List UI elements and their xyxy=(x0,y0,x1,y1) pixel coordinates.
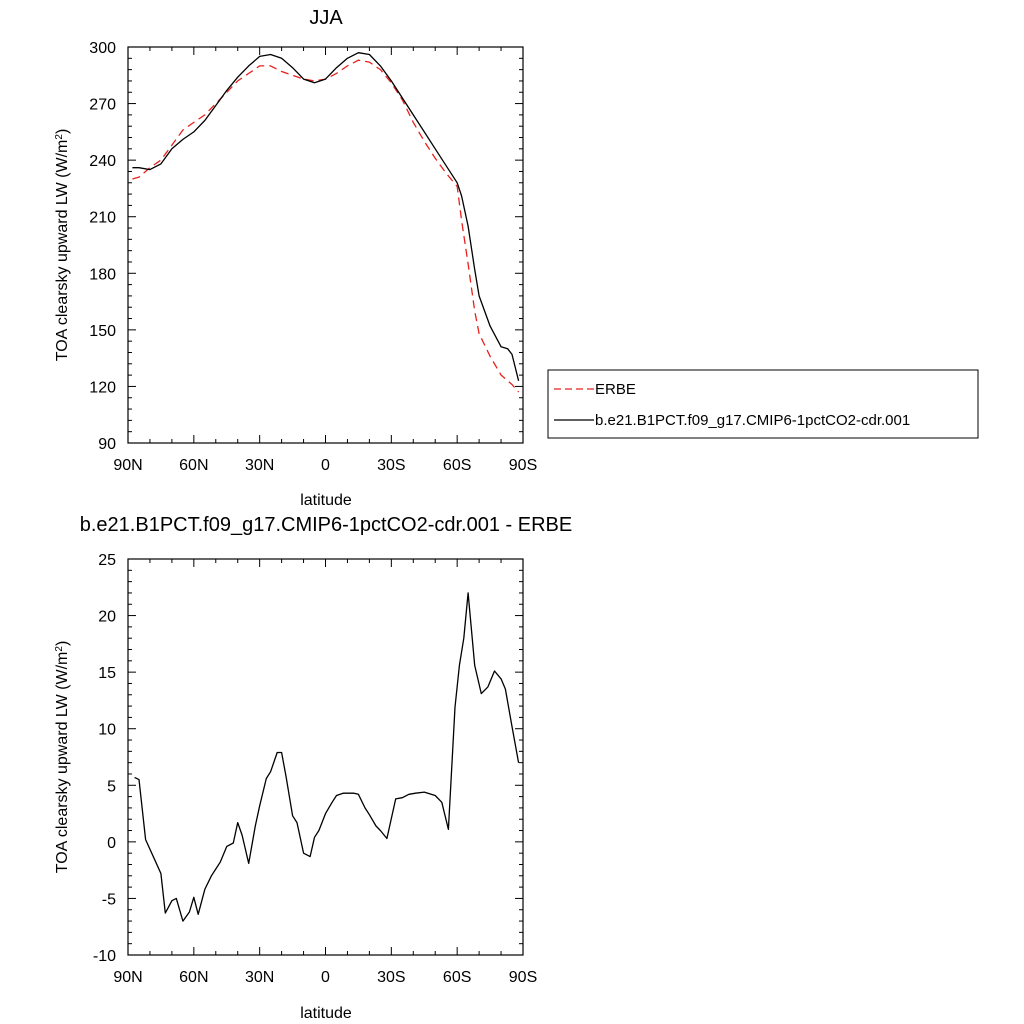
x-axis-label: latitude xyxy=(300,1005,352,1022)
x-tick-label: 60S xyxy=(443,969,471,986)
y-tick-label: 90 xyxy=(98,436,116,453)
series-line-a xyxy=(132,59,520,393)
plot-frame xyxy=(127,558,524,956)
y-tick-label: 120 xyxy=(89,379,116,396)
x-tick-label: 90N xyxy=(113,457,142,474)
y-tick-label: -5 xyxy=(102,891,116,908)
x-tick-label: 0 xyxy=(321,969,330,986)
difference-line xyxy=(134,592,520,922)
y-tick-label: 180 xyxy=(89,266,116,283)
y-tick-label: 10 xyxy=(98,722,116,739)
y-tick-label: 25 xyxy=(98,552,116,569)
x-tick-label: 90S xyxy=(509,457,537,474)
x-tick-label: 30N xyxy=(245,457,274,474)
x-tick-label: 0 xyxy=(321,457,330,474)
y-tick-label: 240 xyxy=(89,153,116,170)
legend-box xyxy=(547,369,979,439)
y-tick-label: 210 xyxy=(89,210,116,227)
panel-top: JJA 90N 60N 30N 0 30S 60S 90S 90 120 150 180 210 240… xyxy=(54,7,979,509)
y-tick-label: 20 xyxy=(98,609,116,626)
legend-label-erbe: ERBE xyxy=(595,381,636,398)
y-tick-label: 300 xyxy=(89,40,116,57)
x-tick-label: 30S xyxy=(377,969,405,986)
x-tick-label: 90S xyxy=(509,969,537,986)
legend: ERBE b.e21.B1PCT.f09_g17.CMIP6-1pctCO2-c… xyxy=(547,369,979,439)
x-tick-label: 30N xyxy=(245,969,274,986)
panel-bottom: b.e21.B1PCT.f09_g17.CMIP6-1pctCO2-cdr.00… xyxy=(54,514,573,1022)
y-tick-label: 150 xyxy=(89,323,116,340)
y-tick-label: 5 xyxy=(107,778,116,795)
x-axis-label: latitude xyxy=(300,492,352,509)
x-tick-label: 90N xyxy=(113,969,142,986)
series-line-b xyxy=(132,52,520,381)
x-tick-label: 60N xyxy=(179,457,208,474)
chart-title: b.e21.B1PCT.f09_g17.CMIP6-1pctCO2-cdr.00… xyxy=(80,514,572,536)
y-axis-label: TOA clearsky upward LW (W/m2) xyxy=(54,641,72,874)
y-axis-label: TOA clearsky upward LW (W/m2) xyxy=(54,129,72,362)
x-tick-label: 60N xyxy=(179,969,208,986)
legend-label-model: b.e21.B1PCT.f09_g17.CMIP6-1pctCO2-cdr.00… xyxy=(595,412,910,429)
y-tick-label: 0 xyxy=(107,835,116,852)
y-tick-label: -10 xyxy=(93,948,116,965)
plot-frame xyxy=(127,46,524,444)
plot-area: 90N 60N 30N 0 30S 60S 90S -10 -5 0 5 10 15 20 25 xyxy=(93,552,537,986)
y-tick-label: 270 xyxy=(89,97,116,114)
x-tick-label: 30S xyxy=(377,457,405,474)
plot-area: 90N 60N 30N 0 30S 60S 90S 90 120 150 180 210 240 270 3… xyxy=(89,40,537,474)
chart-title: JJA xyxy=(309,7,343,29)
y-tick-label: 15 xyxy=(98,665,116,682)
x-tick-label: 60S xyxy=(443,457,471,474)
